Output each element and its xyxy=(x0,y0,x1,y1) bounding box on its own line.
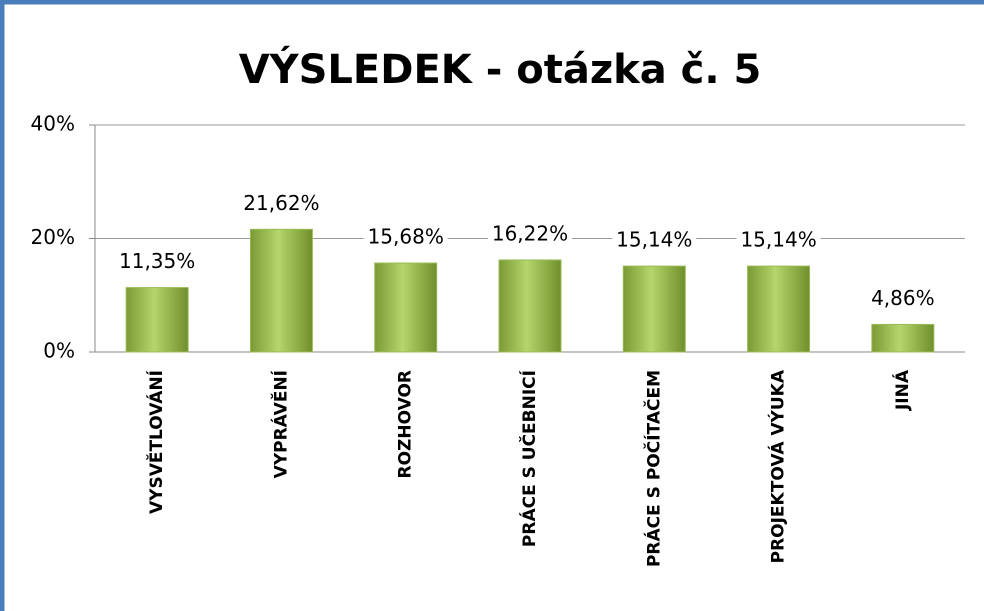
x-tick-label: ROZHOVOR xyxy=(396,370,416,479)
x-tick-label: PRÁCE S UČEBNICÍ xyxy=(518,370,540,547)
x-tick-label: VYPRÁVĚNÍ xyxy=(269,370,291,478)
value-label: 15,14% xyxy=(740,228,816,252)
value-label: 15,14% xyxy=(616,228,692,252)
x-tick-label: VYSVĚTLOVÁNÍ xyxy=(145,370,167,514)
bar xyxy=(498,259,562,353)
value-label-bg xyxy=(860,286,945,313)
value-label-bg xyxy=(239,191,324,218)
bar xyxy=(249,228,313,353)
x-tick-label: PROJEKTOVÁ VÝUKA xyxy=(767,369,789,563)
x-tick-label: PRÁCE S POČÍTAČEM xyxy=(642,370,664,567)
y-tick-label: 40% xyxy=(31,112,75,136)
chart-title: VÝSLEDEK - otázka č. 5 xyxy=(239,44,762,93)
value-label-bg xyxy=(612,228,697,255)
x-tick-label: JINÁ xyxy=(891,369,913,411)
bar xyxy=(374,262,438,353)
value-label: 21,62% xyxy=(243,191,319,215)
value-label-bg xyxy=(115,249,200,276)
bar xyxy=(871,323,935,353)
value-label: 11,35% xyxy=(119,249,195,273)
value-label-bg xyxy=(488,221,572,248)
y-tick-label: 20% xyxy=(31,225,75,249)
value-label-bg xyxy=(363,225,448,252)
value-label: 16,22% xyxy=(492,221,568,245)
bar xyxy=(747,265,811,353)
bar xyxy=(622,265,686,353)
value-label: 4,86% xyxy=(871,286,935,310)
value-label: 15,68% xyxy=(368,225,444,249)
value-label-bg xyxy=(736,228,821,255)
y-tick-label: 0% xyxy=(43,339,75,363)
bar xyxy=(125,287,189,353)
